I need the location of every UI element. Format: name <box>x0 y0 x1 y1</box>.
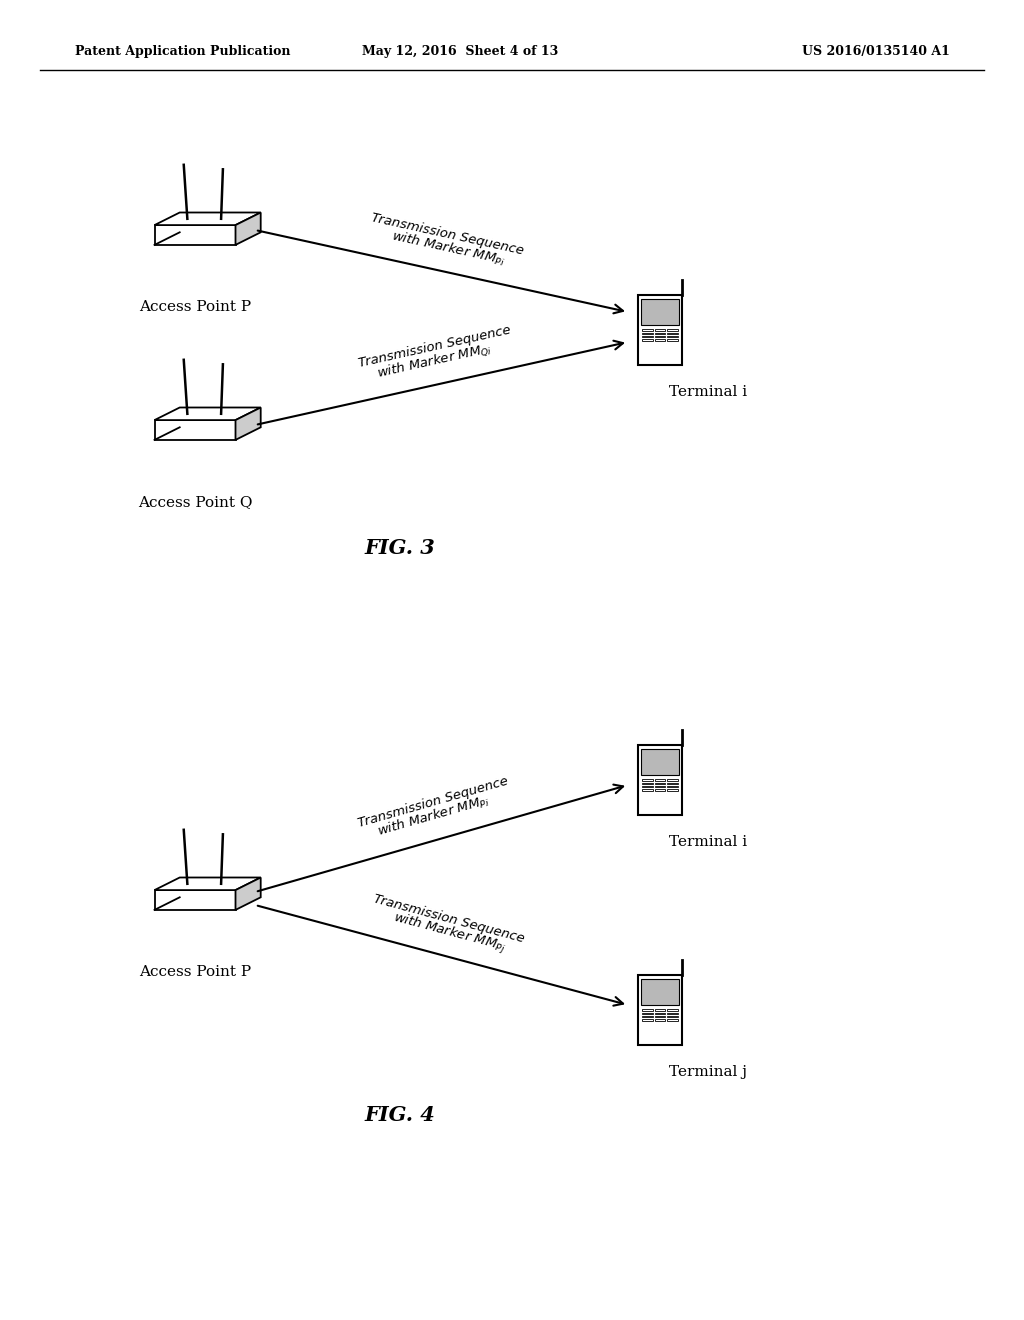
FancyBboxPatch shape <box>638 296 682 364</box>
Polygon shape <box>155 890 236 909</box>
Polygon shape <box>155 213 261 226</box>
Text: Transmission Sequence: Transmission Sequence <box>357 323 512 371</box>
Text: with Marker M$M_{Pi}$: with Marker M$M_{Pi}$ <box>376 793 492 841</box>
Text: with Marker M$M_{Qi}$: with Marker M$M_{Qi}$ <box>376 341 495 381</box>
Polygon shape <box>236 213 261 246</box>
Text: Access Point P: Access Point P <box>139 965 251 979</box>
Bar <box>641 748 679 775</box>
Polygon shape <box>155 408 261 420</box>
Text: Transmission Sequence: Transmission Sequence <box>371 211 525 257</box>
Bar <box>641 298 679 325</box>
Polygon shape <box>155 420 236 440</box>
Text: with Marker M$M_{Pj}$: with Marker M$M_{Pj}$ <box>391 909 508 957</box>
Text: Transmission Sequence: Transmission Sequence <box>373 892 526 945</box>
Polygon shape <box>155 878 261 890</box>
Text: with Marker M$M_{Pi}$: with Marker M$M_{Pi}$ <box>390 228 506 269</box>
FancyBboxPatch shape <box>638 975 682 1045</box>
Text: FIG. 3: FIG. 3 <box>365 539 435 558</box>
Text: Transmission Sequence: Transmission Sequence <box>356 775 510 830</box>
Bar <box>641 978 679 1005</box>
Text: Terminal i: Terminal i <box>669 836 748 849</box>
Text: Access Point Q: Access Point Q <box>138 495 252 510</box>
Text: US 2016/0135140 A1: US 2016/0135140 A1 <box>802 45 950 58</box>
Text: May 12, 2016  Sheet 4 of 13: May 12, 2016 Sheet 4 of 13 <box>361 45 558 58</box>
Text: Terminal j: Terminal j <box>669 1065 746 1078</box>
Text: FIG. 4: FIG. 4 <box>365 1105 435 1125</box>
Polygon shape <box>236 878 261 909</box>
Polygon shape <box>236 408 261 440</box>
Text: Terminal i: Terminal i <box>669 385 748 399</box>
FancyBboxPatch shape <box>638 746 682 814</box>
Text: Access Point P: Access Point P <box>139 300 251 314</box>
Text: Patent Application Publication: Patent Application Publication <box>75 45 291 58</box>
Polygon shape <box>155 226 236 246</box>
